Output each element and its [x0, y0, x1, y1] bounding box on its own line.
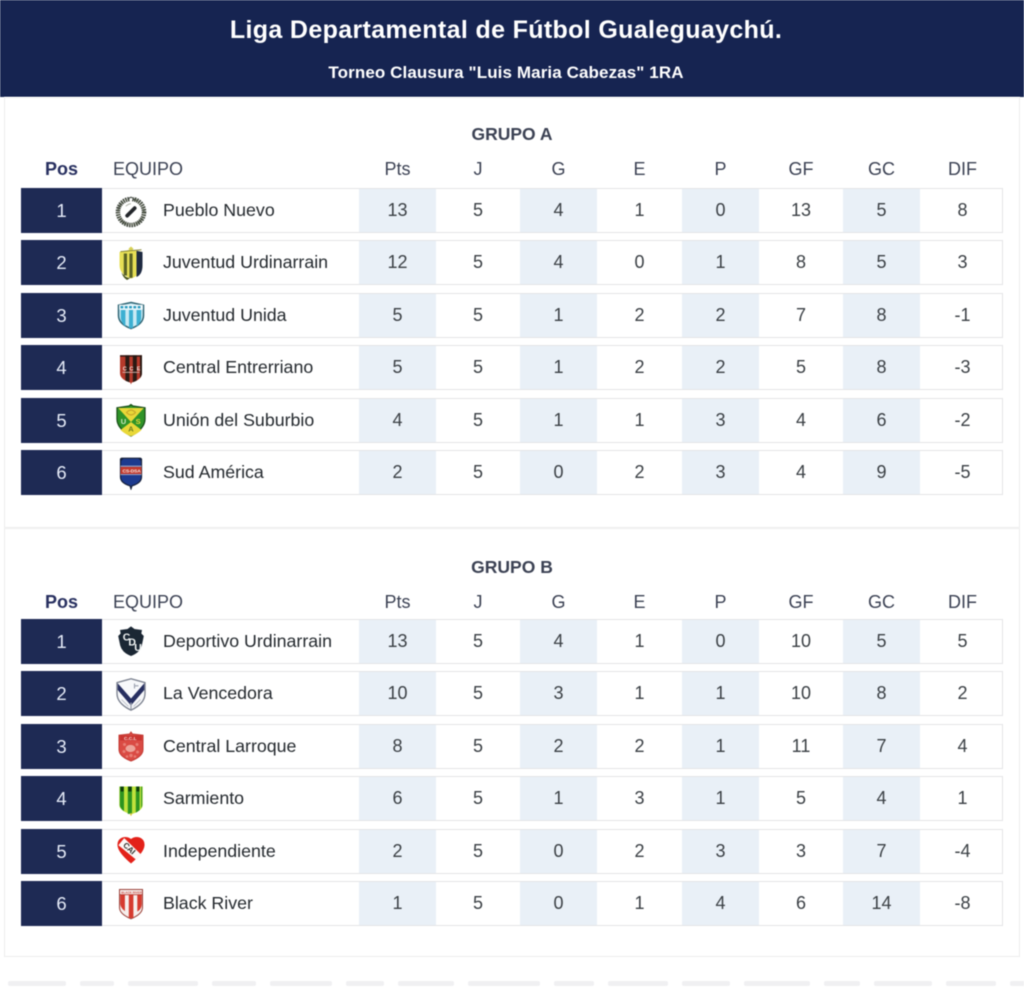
svg-text:E: E	[137, 366, 141, 372]
svg-text:A: A	[128, 425, 134, 434]
svg-text:C: C	[123, 632, 131, 644]
svg-text:U: U	[121, 417, 126, 426]
svg-text:BLACK RIVER: BLACK RIVER	[121, 891, 142, 895]
svg-text:CS-DSA: CS-DSA	[123, 469, 142, 475]
svg-text:U: U	[134, 642, 142, 654]
svg-text:C.C.L: C.C.L	[124, 736, 137, 742]
svg-text:C: C	[123, 366, 127, 372]
svg-text:S: S	[136, 417, 141, 426]
svg-text:D: D	[128, 637, 136, 649]
svg-text:C: C	[129, 366, 133, 372]
